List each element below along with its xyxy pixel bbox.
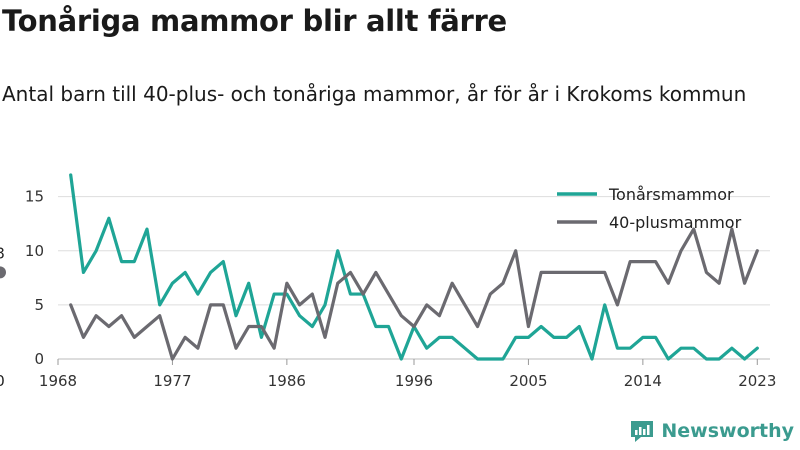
newsworthy-brand: Newsworthy — [629, 418, 794, 444]
brand-name: Newsworthy — [661, 420, 794, 442]
y-tick-label: 10 — [25, 242, 44, 260]
x-tick-label: 2014 — [624, 372, 662, 390]
end-labels: 80 — [0, 244, 5, 390]
legend: Tonårsmammor 40-plusmammor — [557, 185, 742, 232]
y-tick-label: 5 — [34, 296, 44, 314]
end-marker-forty — [0, 266, 6, 279]
y-tick-label: 0 — [34, 350, 44, 368]
series-layer — [0, 173, 759, 361]
end-label-forty: 8 — [0, 244, 5, 262]
x-tick-label: 1986 — [268, 372, 306, 390]
legend-label-teen: Tonårsmammor — [608, 185, 734, 204]
x-tick-label: 2005 — [509, 372, 547, 390]
chart-subtitle: Antal barn till 40-plus- och tonåriga ma… — [2, 82, 747, 106]
x-tick-label: 2023 — [738, 372, 776, 390]
legend-label-forty: 40-plusmammor — [609, 213, 742, 232]
series-line-forty — [69, 227, 759, 361]
x-tick-label: 1996 — [395, 372, 433, 390]
x-tick-label: 1968 — [39, 372, 77, 390]
end-label-teen: 0 — [0, 372, 5, 390]
y-tick-label: 15 — [25, 188, 44, 206]
newsworthy-logo-icon — [631, 421, 654, 442]
chart-title: Tonåriga mammor blir allt färre — [2, 4, 507, 38]
x-tick-label: 1977 — [153, 372, 191, 390]
axis-layer: 0 5 10 15 1968 1977 1986 1996 2005 2014 2023 — [25, 188, 776, 390]
